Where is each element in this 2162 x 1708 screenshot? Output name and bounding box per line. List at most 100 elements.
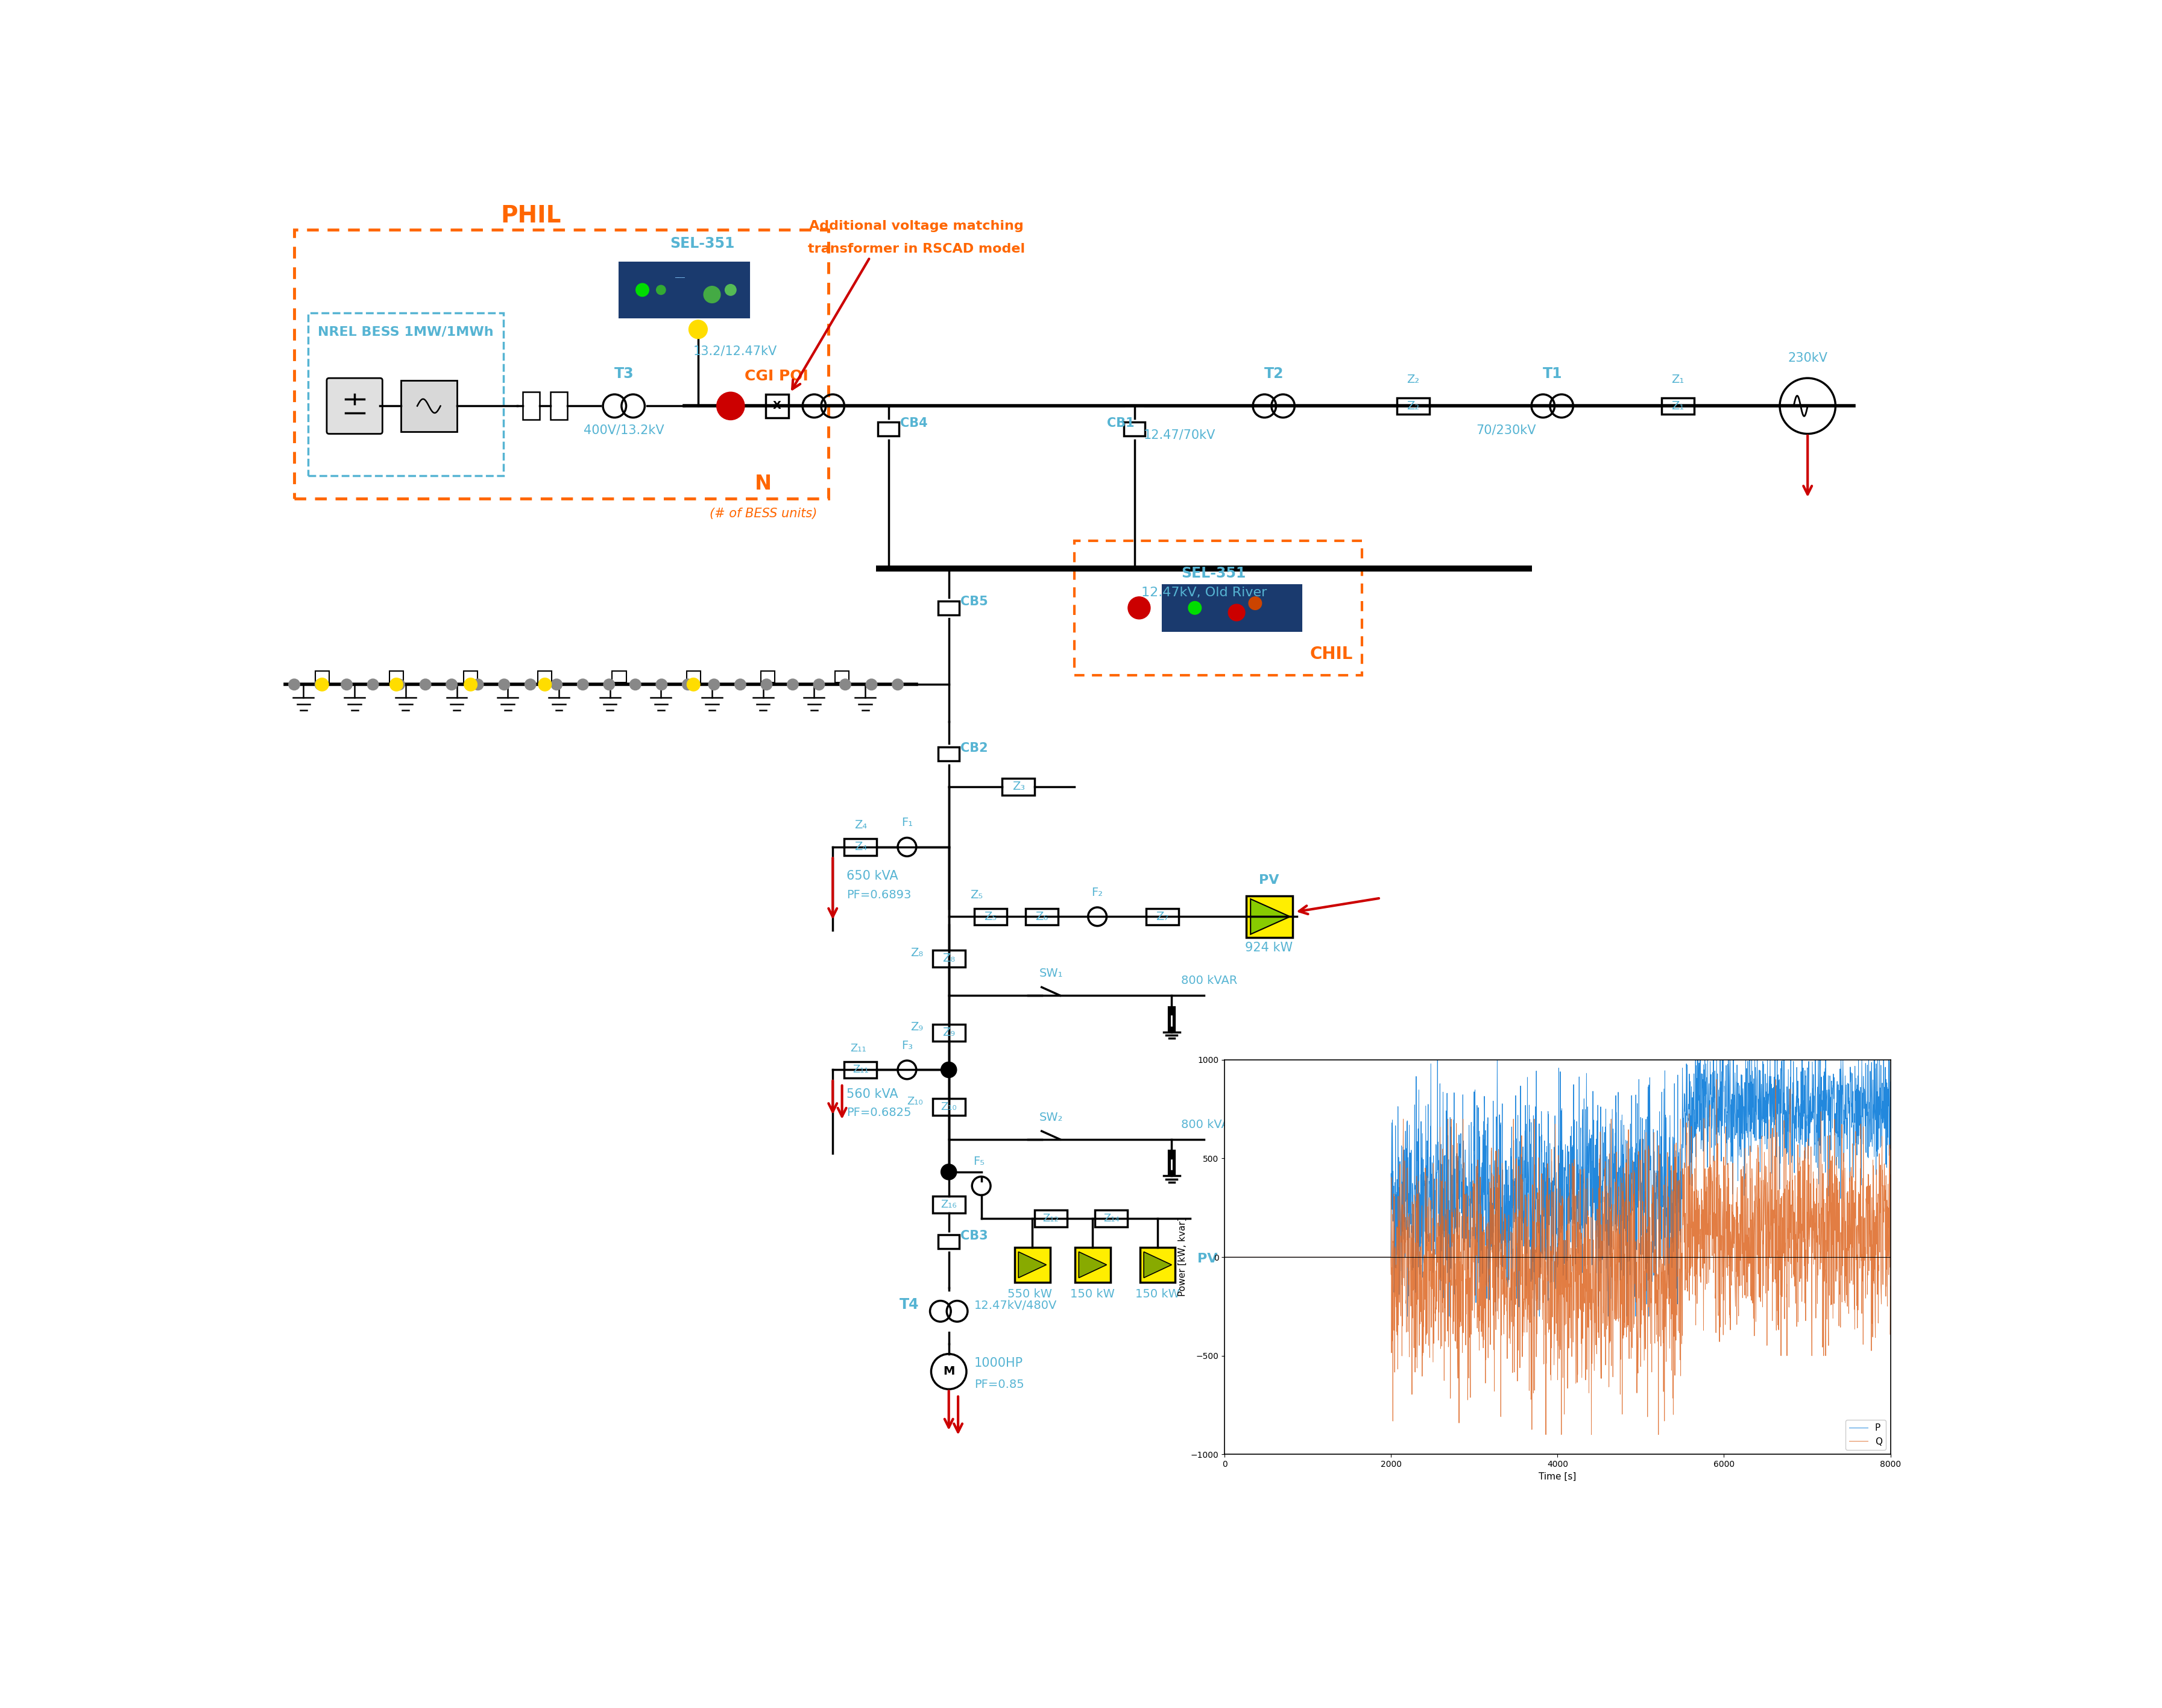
Text: CHIL: CHIL — [1310, 646, 1353, 663]
Bar — [938, 746, 960, 762]
Text: 800 kVAR: 800 kVAR — [1180, 1119, 1237, 1131]
Text: Z₈: Z₈ — [943, 953, 956, 963]
Text: 560 kVA: 560 kVA — [848, 1088, 897, 1100]
Text: CB2: CB2 — [960, 743, 988, 755]
Circle shape — [316, 680, 326, 690]
Polygon shape — [1018, 1252, 1046, 1278]
Text: F₃: F₃ — [902, 1040, 912, 1052]
Circle shape — [603, 680, 614, 690]
Text: Z₆: Z₆ — [1036, 910, 1049, 922]
Text: Z₈: Z₈ — [910, 946, 923, 958]
Circle shape — [316, 678, 329, 692]
Bar — [389, 671, 404, 683]
Bar — [932, 1196, 964, 1213]
Text: NREL BESS 1MW/1MWh: NREL BESS 1MW/1MWh — [318, 326, 493, 338]
Text: 1000HP: 1000HP — [975, 1358, 1023, 1370]
Text: Z₃: Z₃ — [1012, 781, 1025, 793]
Bar — [1245, 895, 1293, 938]
FancyBboxPatch shape — [1163, 584, 1302, 632]
Circle shape — [940, 1062, 958, 1078]
Circle shape — [1189, 601, 1202, 615]
Circle shape — [471, 680, 484, 690]
Text: T3: T3 — [614, 367, 633, 381]
Bar — [294, 229, 828, 499]
Text: Z₁₂: Z₁₂ — [1042, 1213, 1059, 1225]
Text: 924 kW: 924 kW — [1245, 941, 1293, 953]
Text: 12.47kV/480V: 12.47kV/480V — [975, 1300, 1057, 1312]
Bar — [761, 671, 774, 683]
Text: CB5: CB5 — [960, 596, 988, 608]
Circle shape — [735, 680, 746, 690]
Circle shape — [761, 680, 772, 690]
Text: Z₁₆: Z₁₆ — [940, 1199, 958, 1209]
Text: 150 kW: 150 kW — [1135, 1288, 1180, 1300]
Circle shape — [690, 319, 707, 338]
Bar — [1025, 909, 1057, 926]
Circle shape — [499, 680, 510, 690]
Text: 70/230kV: 70/230kV — [1477, 424, 1535, 436]
Circle shape — [465, 678, 478, 692]
Polygon shape — [1144, 1252, 1172, 1278]
Text: 800 kVAR: 800 kVAR — [1180, 975, 1237, 986]
Text: M: M — [943, 1366, 956, 1377]
Text: 13.2/12.47kV: 13.2/12.47kV — [694, 345, 776, 357]
Circle shape — [636, 284, 649, 297]
Circle shape — [342, 680, 352, 690]
Text: T2: T2 — [1265, 367, 1284, 381]
Text: CB1: CB1 — [1107, 417, 1135, 429]
Bar — [538, 671, 551, 683]
Bar — [932, 1098, 964, 1115]
Text: 400V/13.2kV: 400V/13.2kV — [584, 424, 664, 436]
Text: transformer in RSCAD model: transformer in RSCAD model — [809, 243, 1025, 254]
Bar — [551, 393, 566, 420]
Circle shape — [1228, 605, 1245, 622]
Text: (# of BESS units): (# of BESS units) — [709, 507, 817, 519]
Circle shape — [716, 393, 744, 420]
Circle shape — [940, 1165, 958, 1180]
Text: SW₂: SW₂ — [1040, 1112, 1064, 1124]
Bar — [309, 313, 504, 475]
Text: T1: T1 — [1542, 367, 1563, 381]
Text: SEL-351: SEL-351 — [670, 236, 735, 251]
Text: 150 kW: 150 kW — [1070, 1288, 1116, 1300]
Bar — [765, 395, 789, 417]
Bar — [523, 393, 538, 420]
Circle shape — [389, 678, 402, 692]
Text: CB3: CB3 — [960, 1230, 988, 1242]
Bar — [938, 601, 960, 615]
Text: PF=0.6893: PF=0.6893 — [848, 888, 912, 900]
Text: SEL-351: SEL-351 — [1180, 567, 1245, 581]
Polygon shape — [1250, 898, 1291, 934]
FancyBboxPatch shape — [326, 377, 383, 434]
Bar — [975, 909, 1007, 926]
Text: Z₁₄: Z₁₄ — [1103, 1213, 1120, 1225]
Bar — [1003, 779, 1036, 794]
Bar — [463, 671, 478, 683]
Bar — [845, 1061, 878, 1078]
Bar — [1397, 398, 1429, 415]
Bar — [835, 671, 850, 683]
Text: Z₁₀: Z₁₀ — [940, 1102, 958, 1112]
Text: T4: T4 — [899, 1298, 919, 1312]
Text: Z₉: Z₉ — [943, 1027, 956, 1038]
Text: N: N — [755, 473, 772, 494]
Text: 12.47/70kV: 12.47/70kV — [1144, 429, 1215, 441]
Bar — [932, 950, 964, 967]
Text: F₅: F₅ — [973, 1156, 984, 1167]
Circle shape — [787, 680, 798, 690]
Bar — [1075, 1247, 1111, 1283]
Bar — [1660, 398, 1693, 415]
Text: PHIL: PHIL — [502, 205, 562, 227]
Text: PF=0.85: PF=0.85 — [975, 1378, 1025, 1390]
Circle shape — [813, 680, 824, 690]
Circle shape — [1129, 596, 1150, 618]
Bar — [845, 839, 878, 856]
Bar — [938, 1235, 960, 1249]
Circle shape — [1250, 596, 1263, 610]
Text: F₁: F₁ — [902, 816, 912, 828]
Bar — [1014, 1247, 1051, 1283]
Text: 12.47kV, Old River: 12.47kV, Old River — [1142, 586, 1267, 600]
Bar — [1124, 422, 1146, 436]
Text: Z₁₁: Z₁₁ — [850, 1044, 867, 1054]
Text: Z₁₀: Z₁₀ — [908, 1097, 923, 1107]
